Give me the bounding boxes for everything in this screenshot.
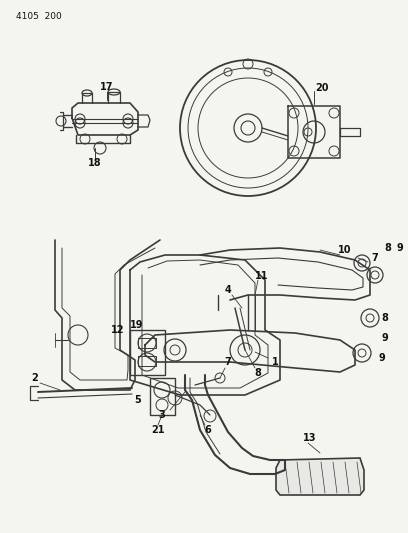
Text: 18: 18 (88, 158, 102, 168)
Text: 5: 5 (135, 395, 142, 405)
Text: 17: 17 (100, 82, 114, 92)
Text: 19: 19 (130, 320, 144, 330)
Text: 9: 9 (381, 333, 388, 343)
Text: 12: 12 (111, 325, 125, 335)
Text: 21: 21 (151, 425, 165, 435)
Polygon shape (276, 458, 364, 495)
Text: 4105  200: 4105 200 (16, 12, 62, 21)
Text: 20: 20 (315, 83, 329, 93)
Text: 11: 11 (255, 271, 269, 281)
Text: 10: 10 (338, 245, 352, 255)
Text: 1: 1 (272, 357, 278, 367)
Text: 9: 9 (397, 243, 404, 253)
Text: 13: 13 (303, 433, 317, 443)
Text: 7: 7 (225, 357, 231, 367)
Text: 9: 9 (379, 353, 386, 363)
Text: 7: 7 (372, 253, 378, 263)
Text: 8: 8 (385, 243, 391, 253)
Text: 8: 8 (381, 313, 388, 323)
Text: 3: 3 (159, 410, 165, 420)
Text: 2: 2 (32, 373, 38, 383)
Text: 6: 6 (205, 425, 211, 435)
Text: 4: 4 (225, 285, 231, 295)
Text: 8: 8 (255, 368, 262, 378)
